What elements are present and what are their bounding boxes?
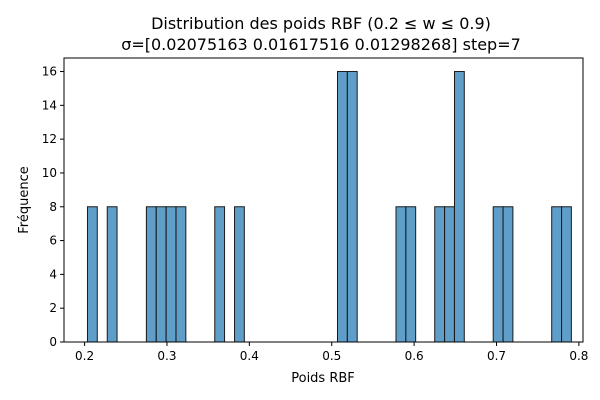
x-tick-label: 0.4	[240, 349, 259, 363]
y-tick-label: 14	[42, 98, 57, 112]
y-tick-label: 8	[49, 200, 57, 214]
histogram-bar	[502, 206, 514, 343]
x-tick-label: 0.8	[569, 349, 588, 363]
histogram-bar	[551, 206, 563, 343]
histogram-bar	[337, 71, 348, 343]
y-tick-label: 16	[42, 65, 57, 79]
chart-subtitle: σ=[0.02075163 0.01617516 0.01298268] ste…	[121, 35, 521, 54]
y-tick-label: 2	[49, 301, 57, 315]
x-tick-label: 0.5	[322, 349, 341, 363]
histogram-bar	[405, 206, 417, 343]
histogram-bar	[145, 206, 157, 343]
histogram-bar	[492, 206, 504, 343]
y-axis-label: Fréquence	[17, 166, 32, 233]
chart-title: Distribution des poids RBF (0.2 ≤ w ≤ 0.…	[151, 14, 491, 33]
plot-area-frame	[63, 57, 584, 343]
y-tick-label: 4	[49, 267, 57, 281]
histogram-bar	[561, 206, 572, 343]
histogram-bar	[106, 206, 118, 343]
histogram-bar	[395, 206, 407, 343]
histogram-bar	[434, 206, 446, 343]
x-tick-label: 0.3	[157, 349, 176, 363]
y-axis-ticks: 0 2 4 6 8 10 12 14 16	[42, 65, 64, 349]
x-tick-label: 0.2	[75, 349, 94, 363]
histogram-bar	[346, 71, 358, 343]
histogram-bar	[175, 206, 187, 343]
histogram-bar	[214, 206, 226, 343]
y-tick-label: 12	[42, 132, 57, 146]
histogram-bar	[234, 206, 245, 343]
histogram-bar	[155, 206, 167, 343]
histogram-bar	[444, 206, 455, 343]
histogram-bar	[165, 206, 177, 343]
histogram-bar	[453, 71, 465, 343]
x-tick-label: 0.6	[405, 349, 424, 363]
histogram-bar	[86, 206, 98, 343]
y-tick-label: 10	[42, 166, 57, 180]
x-axis-label: Poids RBF	[291, 371, 355, 386]
y-tick-label: 0	[49, 335, 57, 349]
x-axis-ticks: 0.2 0.3 0.4 0.5 0.6 0.7 0.8	[75, 342, 588, 363]
x-tick-label: 0.7	[487, 349, 506, 363]
y-tick-label: 6	[49, 234, 57, 248]
